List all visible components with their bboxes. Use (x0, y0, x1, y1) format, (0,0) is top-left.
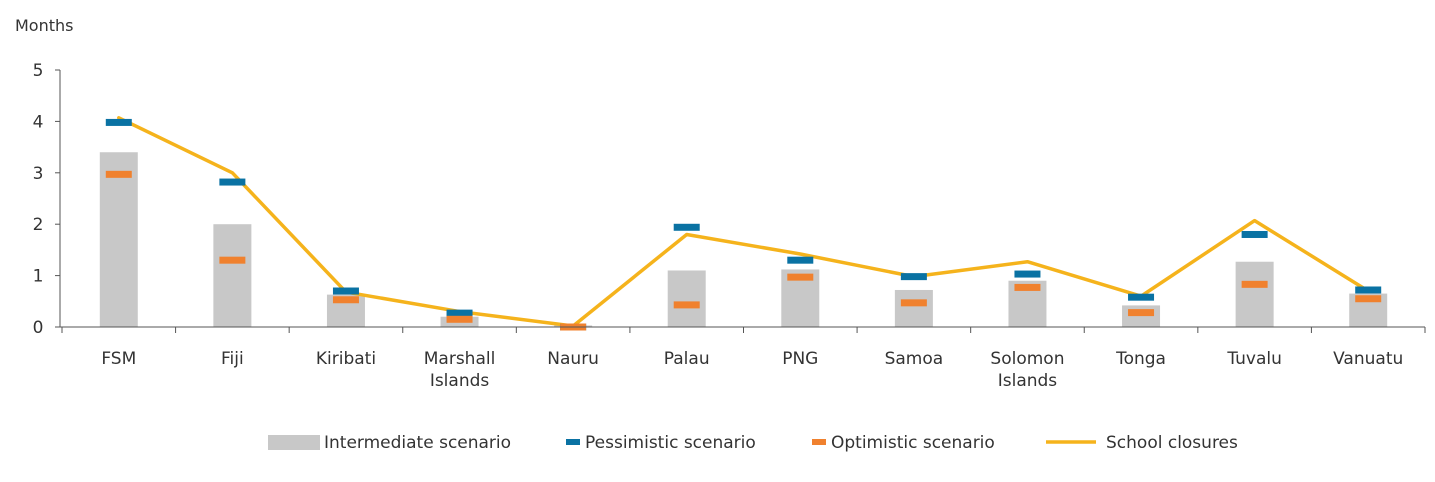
line-school-closures-path (117, 116, 1370, 328)
marker-pessimistic (673, 223, 700, 231)
marker-optimistic (673, 301, 700, 309)
bar-intermediate (894, 289, 933, 327)
y-axis-ticks: 0 1 2 3 4 5 (33, 61, 60, 338)
x-tick-label: Palau (664, 349, 710, 369)
marker-pessimistic (900, 273, 927, 281)
marker-pessimistic (219, 178, 246, 186)
legend: Intermediate scenario Pessimistic scenari… (268, 433, 1238, 453)
bar-intermediate (1122, 305, 1161, 327)
marker-optimistic (787, 273, 814, 281)
marker-pessimistic (105, 118, 132, 126)
x-tick-label: PNG (782, 349, 818, 369)
marker-optimistic (1355, 295, 1382, 303)
marker-optimistic (219, 256, 246, 264)
x-tick-label: Tuvalu (1226, 349, 1282, 369)
y-tick-label: 5 (33, 61, 44, 81)
marker-optimistic (1014, 283, 1041, 291)
marker-pessimistic (1241, 230, 1268, 238)
marker-pessimistic (332, 287, 359, 295)
x-tick-label: Samoa (885, 349, 944, 369)
marker-pessimistic (1355, 286, 1382, 294)
y-tick-label: 1 (33, 267, 44, 287)
marker-pessimistic (1014, 270, 1041, 278)
marker-optimistic (446, 315, 473, 323)
y-tick-label: 0 (33, 318, 44, 338)
marker-optimistic (1241, 280, 1268, 288)
x-tick-label: Nauru (547, 349, 599, 369)
legend-label: Optimistic scenario (831, 433, 995, 453)
marker-pessimistic (787, 256, 814, 264)
bar-intermediate (213, 224, 252, 327)
x-axis-ticks: FSM Fiji Kiribati Marshall Islands Nauru Palau… (61, 327, 1426, 391)
legend-label: Pessimistic scenario (585, 433, 756, 453)
x-tick-label: Vanuatu (1333, 349, 1403, 369)
marker-pessimistic (446, 309, 473, 317)
legend-swatch-intermediate (268, 435, 320, 450)
marker-pessimistic (1128, 293, 1155, 301)
marker-optimistic (105, 170, 132, 178)
x-tick-label: Kiribati (316, 349, 376, 369)
line-school-closures (117, 116, 1370, 328)
marker-optimistic (900, 299, 927, 307)
bars-intermediate (99, 152, 1388, 327)
y-tick-label: 2 (33, 215, 44, 235)
bar-intermediate (99, 152, 138, 327)
y-tick-label: 3 (33, 164, 44, 184)
legend-label: School closures (1106, 433, 1238, 453)
x-tick-label: Marshall Islands (424, 349, 496, 391)
bar-intermediate (667, 270, 706, 327)
y-tick-label: 4 (33, 112, 44, 132)
x-tick-label: Solomon Islands (990, 349, 1064, 391)
scenario-markers (105, 118, 1382, 331)
x-tick-label: Fiji (221, 349, 244, 369)
marker-optimistic (332, 296, 359, 304)
x-tick-label: Tonga (1115, 349, 1166, 369)
y-axis-label: Months (15, 16, 73, 35)
x-tick-label: FSM (101, 349, 136, 369)
legend-swatch-optimistic (812, 439, 826, 445)
legend-swatch-pessimistic (566, 439, 580, 445)
axes (59, 70, 1425, 328)
marker-optimistic (1128, 309, 1155, 317)
bar-intermediate (1235, 261, 1274, 327)
legend-label: Intermediate scenario (324, 433, 511, 453)
